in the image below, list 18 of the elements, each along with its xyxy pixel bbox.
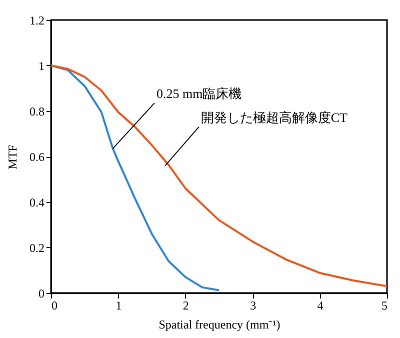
y-tick-label: 0.2 [30,241,44,255]
annotation: 開発した極超高解像度CT [200,110,348,125]
x-tick-label: 2 [182,298,189,312]
y-tick-label: 0 [38,286,44,300]
annotation: 0.25 mm臨床機 [156,86,242,102]
y-tick-label: 0.4 [30,196,44,210]
line-series [50,64,388,288]
x-tick-label: 4 [317,298,324,312]
x-axis-title: Spatial frequency (mm⁻¹) [158,318,280,332]
y-tick-label: 0.8 [30,104,44,118]
x-tick-label: 3 [250,298,256,312]
x-tick-label: 5 [382,298,388,312]
y-tick-label: 1 [38,59,44,73]
x-tick-label: 0 [52,298,58,312]
y-axis-title: MTF [6,144,20,170]
y-tick-label: 1.2 [30,14,44,28]
x-tick-label: 1 [116,298,122,312]
y-tick-label: 0.6 [30,150,44,164]
